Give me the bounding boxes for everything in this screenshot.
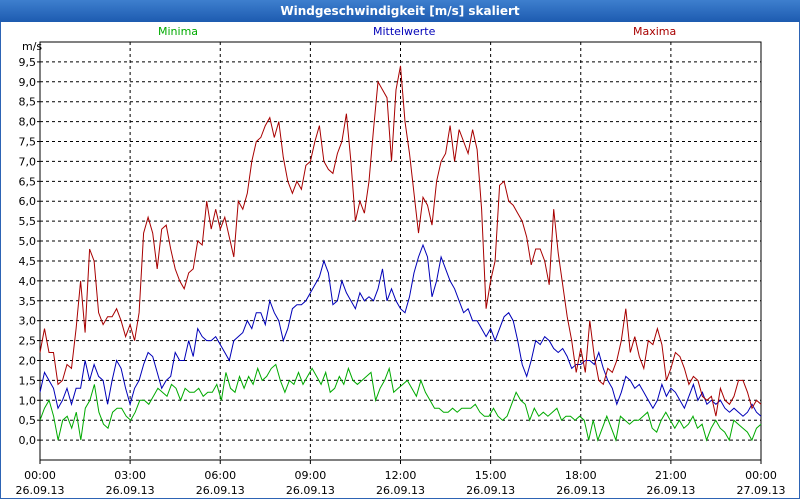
x-tick-time-label: 00:00 — [745, 469, 777, 482]
x-tick-date-label: 26.09.13 — [376, 484, 425, 497]
x-tick-time-label: 12:00 — [385, 469, 417, 482]
y-tick-label: 7,5 — [19, 136, 37, 149]
x-tick-date-label: 26.09.13 — [466, 484, 515, 497]
x-tick-time-label: 06:00 — [204, 469, 236, 482]
x-tick-time-label: 03:00 — [114, 469, 146, 482]
y-axis-unit-label: m/s — [22, 40, 42, 53]
y-tick-label: 5,0 — [19, 235, 37, 248]
legend-minima: Minima — [158, 25, 198, 38]
y-tick-label: 6,0 — [19, 195, 37, 208]
window-title: Windgeschwindigkeit [m/s] skaliert — [0, 0, 800, 22]
y-tick-label: 5,5 — [19, 215, 37, 228]
y-tick-label: 2,0 — [19, 354, 37, 367]
series-line-mittelwerte — [39, 243, 762, 417]
x-tick-time-label: 21:00 — [655, 469, 687, 482]
x-tick-time-label: 09:00 — [295, 469, 327, 482]
y-tick-label: 0,5 — [19, 414, 37, 427]
y-tick-label: 7,0 — [19, 155, 37, 168]
x-tick-date-label: 26.09.13 — [646, 484, 695, 497]
y-tick-label: 3,0 — [19, 315, 37, 328]
y-tick-label: 8,0 — [19, 116, 37, 129]
y-tick-label: 1,0 — [19, 394, 37, 407]
y-tick-label: 0,0 — [19, 434, 37, 447]
y-tick-label: 8,5 — [19, 96, 37, 109]
x-tick-date-label: 26.09.13 — [196, 484, 245, 497]
x-tick-date-label: 26.09.13 — [556, 484, 605, 497]
x-tick-time-label: 00:00 — [24, 469, 56, 482]
x-tick-date-label: 26.09.13 — [286, 484, 335, 497]
y-tick-label: 9,5 — [19, 56, 37, 69]
y-tick-label: 2,5 — [19, 335, 37, 348]
y-tick-label: 4,5 — [19, 255, 37, 268]
y-tick-label: 4,0 — [19, 275, 37, 288]
x-tick-date-label: 27.09.13 — [737, 484, 786, 497]
y-tick-label: 3,5 — [19, 295, 37, 308]
y-tick-label: 1,5 — [19, 374, 37, 387]
x-tick-date-label: 26.09.13 — [106, 484, 155, 497]
y-tick-label: 6,5 — [19, 175, 37, 188]
legend-maxima: Maxima — [633, 25, 676, 38]
x-tick-time-label: 15:00 — [475, 469, 507, 482]
y-tick-label: 9,0 — [19, 76, 37, 89]
x-tick-time-label: 18:00 — [565, 469, 597, 482]
x-tick-date-label: 26.09.13 — [16, 484, 65, 497]
series-line-minima — [39, 363, 762, 442]
series-line-maxima — [39, 65, 762, 417]
legend-mittelwerte: Mittelwerte — [373, 25, 436, 38]
